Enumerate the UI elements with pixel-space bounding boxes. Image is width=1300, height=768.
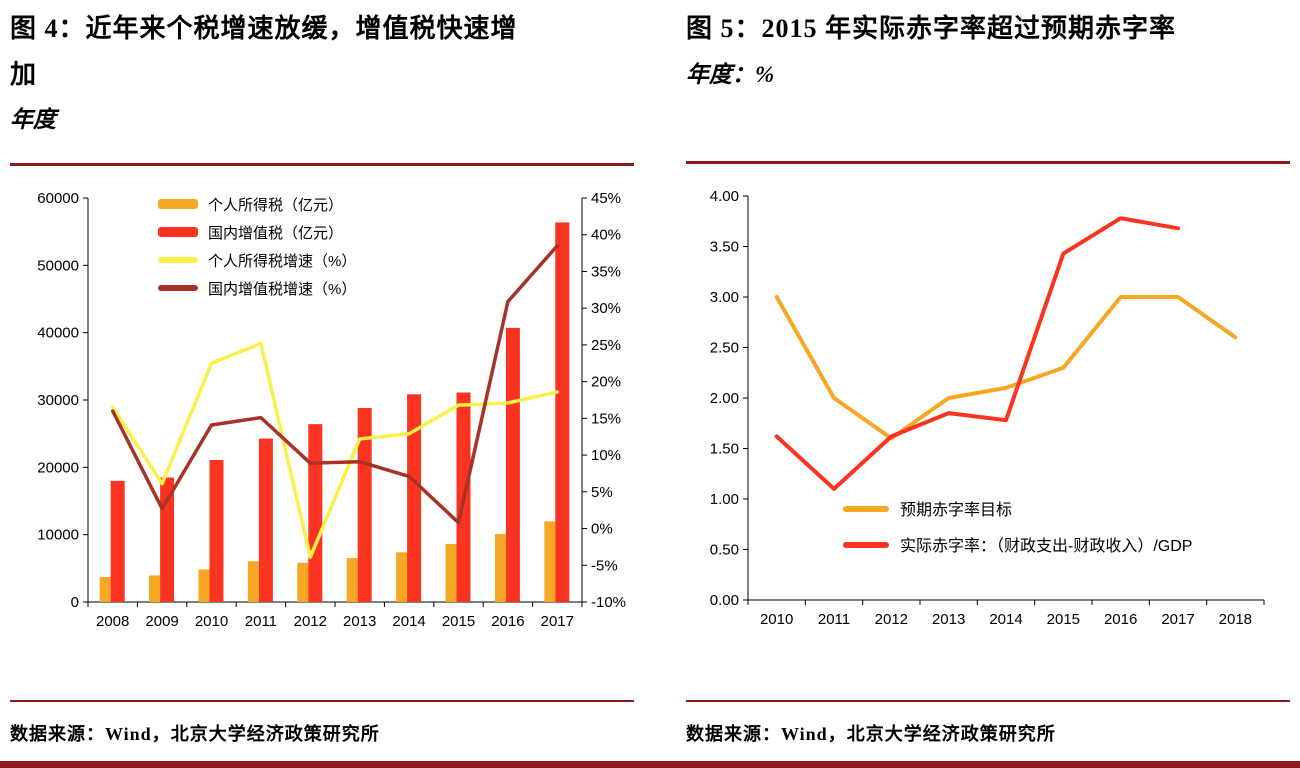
- svg-text:2010: 2010: [195, 613, 228, 630]
- figure4-subtitle: 年度: [10, 107, 56, 132]
- figure4-top-rule: [10, 162, 634, 166]
- figure4-chart: 0 10000 20000 30000 40000 50000 60000 -10% -5% 0%…: [37, 190, 626, 630]
- svg-text:1.50: 1.50: [710, 441, 739, 458]
- figure5-subtitle: 年度：%: [686, 61, 775, 87]
- svg-text:国内增值税（亿元）: 国内增值税（亿元）: [208, 225, 343, 242]
- svg-text:2013: 2013: [343, 613, 376, 630]
- svg-text:2011: 2011: [818, 611, 850, 628]
- svg-text:20000: 20000: [37, 459, 79, 476]
- svg-text:50000: 50000: [37, 257, 79, 274]
- svg-text:2013: 2013: [932, 611, 965, 628]
- svg-text:2012: 2012: [294, 613, 327, 630]
- svg-text:个人所得税（亿元）: 个人所得税（亿元）: [208, 197, 343, 214]
- svg-text:预期赤字率目标: 预期赤字率目标: [900, 501, 1012, 519]
- figure5-source-rule: [686, 700, 1290, 702]
- figure5-top-rule: [686, 161, 1290, 165]
- svg-text:个人所得税增速（%）: 个人所得税增速（%）: [208, 253, 356, 270]
- svg-text:10000: 10000: [37, 527, 79, 544]
- svg-text:2009: 2009: [145, 613, 178, 630]
- svg-text:实际赤字率：（财政支出-财政收入）/GDP: 实际赤字率：（财政支出-财政收入）/GDP: [900, 537, 1192, 555]
- svg-text:2014: 2014: [392, 613, 425, 630]
- svg-text:0.00: 0.00: [710, 592, 739, 609]
- svg-text:2016: 2016: [491, 613, 524, 630]
- figure5-panel: 图 5：2015 年实际赤字率超过预期赤字率 年度：% 0.00 0.50 1.00…: [650, 0, 1300, 768]
- svg-text:国内增值税增速（%）: 国内增值税增速（%）: [208, 281, 356, 298]
- svg-text:3.00: 3.00: [710, 289, 739, 306]
- svg-text:40%: 40%: [591, 227, 621, 244]
- svg-text:15%: 15%: [591, 410, 621, 427]
- svg-text:2015: 2015: [1047, 611, 1080, 628]
- svg-text:5%: 5%: [591, 484, 613, 501]
- svg-text:2.00: 2.00: [710, 390, 739, 407]
- svg-text:10%: 10%: [591, 447, 621, 464]
- svg-text:60000: 60000: [37, 190, 79, 207]
- svg-text:2010: 2010: [760, 611, 793, 628]
- svg-text:30%: 30%: [591, 300, 621, 317]
- figure4-panel: 图 4：近年来个税增速放缓，增值税快速增 加 年度 0 10000 20000 300…: [10, 14, 634, 744]
- svg-text:2014: 2014: [989, 611, 1022, 628]
- svg-text:2015: 2015: [442, 613, 475, 630]
- svg-text:-5%: -5%: [591, 557, 618, 574]
- svg-text:45%: 45%: [591, 190, 621, 207]
- svg-text:20%: 20%: [591, 374, 621, 391]
- svg-text:35%: 35%: [591, 263, 621, 280]
- figure4-source: 数据来源：Wind，北京大学经济政策研究所: [10, 724, 380, 744]
- figure4-title-line1: 图 4：近年来个税增速放缓，增值税快速增: [10, 14, 518, 43]
- figure4-source-rule: [10, 700, 634, 702]
- svg-text:4.00: 4.00: [710, 188, 739, 205]
- svg-text:25%: 25%: [591, 337, 621, 354]
- svg-text:2018: 2018: [1219, 611, 1252, 628]
- page-bottom-rule: [0, 761, 1300, 768]
- svg-text:40000: 40000: [37, 325, 79, 342]
- figure5-title-line1: 图 5：2015 年实际赤字率超过预期赤字率: [686, 14, 1177, 43]
- svg-text:0: 0: [71, 594, 79, 611]
- svg-text:3.50: 3.50: [710, 239, 739, 256]
- figure5-source: 数据来源：Wind，北京大学经济政策研究所: [686, 724, 1056, 744]
- svg-text:1.00: 1.00: [710, 491, 739, 508]
- svg-text:0%: 0%: [591, 520, 613, 537]
- svg-text:2016: 2016: [1104, 611, 1137, 628]
- svg-text:2017: 2017: [541, 613, 574, 630]
- svg-text:2008: 2008: [96, 613, 129, 630]
- figure4-title-line2: 加: [10, 59, 38, 89]
- svg-text:2.50: 2.50: [710, 340, 739, 357]
- svg-text:2012: 2012: [875, 611, 908, 628]
- figure5-chart: 0.00 0.50 1.00 1.50 2.00 2.50 3.00 3.50 4.00 2010…: [710, 188, 1265, 628]
- svg-text:2011: 2011: [245, 613, 277, 630]
- svg-text:-10%: -10%: [591, 594, 626, 611]
- svg-text:0.50: 0.50: [710, 542, 739, 559]
- svg-text:30000: 30000: [37, 392, 79, 409]
- svg-text:2017: 2017: [1161, 611, 1194, 628]
